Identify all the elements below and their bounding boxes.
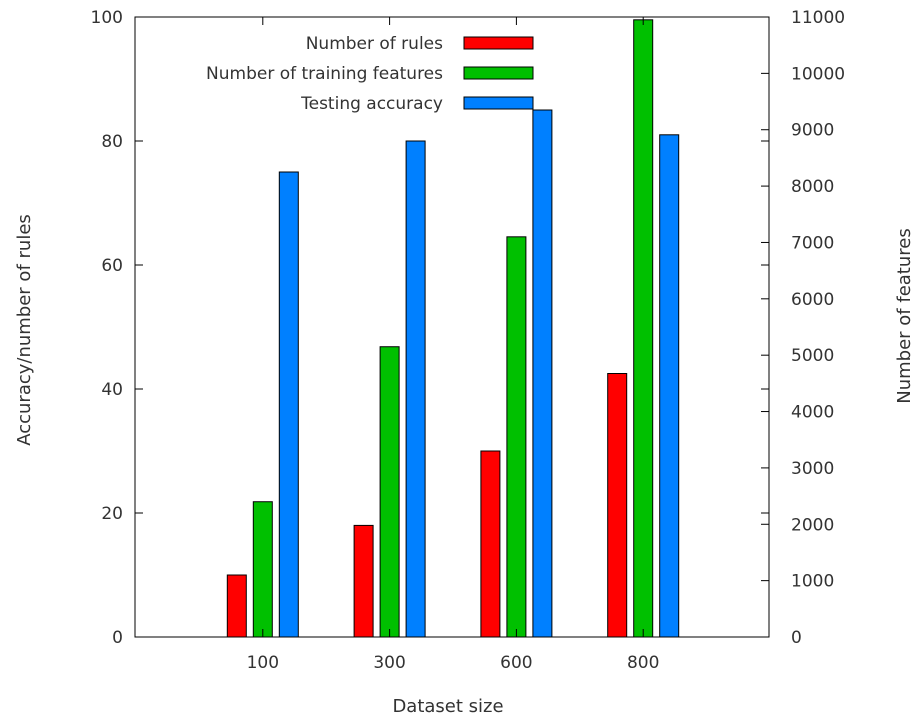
legend-label: Number of rules	[306, 34, 443, 54]
x-tick-label: 100	[247, 653, 279, 673]
legend: Number of rules Number of training featur…	[206, 34, 534, 114]
x-tick-label: 800	[627, 653, 659, 673]
y2-tick-label: 11000	[791, 8, 845, 28]
legend-label: Number of training features	[206, 64, 443, 84]
y-tick-label: 0	[112, 628, 123, 648]
bar-number-of-rules	[607, 373, 628, 638]
bar-number-of-training-features	[379, 346, 400, 638]
y2-tick-label: 3000	[791, 459, 834, 479]
y-tick-label: 20	[101, 504, 123, 524]
y2-tick-label: 9000	[791, 121, 834, 141]
y2-tick-label: 5000	[791, 346, 834, 366]
bar-testing-accuracy	[532, 109, 553, 638]
plot-frame	[134, 16, 770, 638]
y2-tick-label: 8000	[791, 177, 834, 197]
ticks-group: 0204060801000100020003000400050006000700…	[91, 8, 846, 673]
legend-swatch	[463, 36, 534, 50]
y2-tick-label: 10000	[791, 64, 845, 84]
x-tick-label: 300	[373, 653, 405, 673]
y-tick-label: 100	[91, 8, 123, 28]
y2-tick-label: 2000	[791, 515, 834, 535]
bar-testing-accuracy	[278, 171, 299, 638]
bar-testing-accuracy	[405, 140, 426, 638]
x-axis-title: Dataset size	[392, 696, 503, 717]
bar-number-of-training-features	[252, 501, 273, 638]
y2-tick-label: 7000	[791, 233, 834, 253]
legend-label: Testing accuracy	[300, 94, 443, 114]
y2-tick-label: 4000	[791, 403, 834, 423]
legend-swatch	[463, 66, 534, 80]
bar-number-of-rules	[353, 524, 374, 638]
bar-number-of-rules	[226, 574, 247, 638]
bar-testing-accuracy	[659, 134, 680, 638]
y2-tick-label: 1000	[791, 572, 834, 592]
bar-number-of-training-features	[633, 19, 654, 638]
y-axis-title: Accuracy/number of rules	[14, 214, 35, 446]
y-tick-label: 60	[101, 256, 123, 276]
y-tick-label: 40	[101, 380, 123, 400]
y2-axis-title: Number of features	[894, 228, 915, 403]
bar-number-of-training-features	[506, 236, 527, 638]
y2-tick-label: 6000	[791, 290, 834, 310]
y2-tick-label: 0	[791, 628, 802, 648]
bars-group	[226, 19, 680, 638]
x-tick-label: 600	[500, 653, 532, 673]
y-tick-label: 80	[101, 132, 123, 152]
legend-swatch	[463, 96, 534, 110]
bar-number-of-rules	[480, 450, 501, 638]
